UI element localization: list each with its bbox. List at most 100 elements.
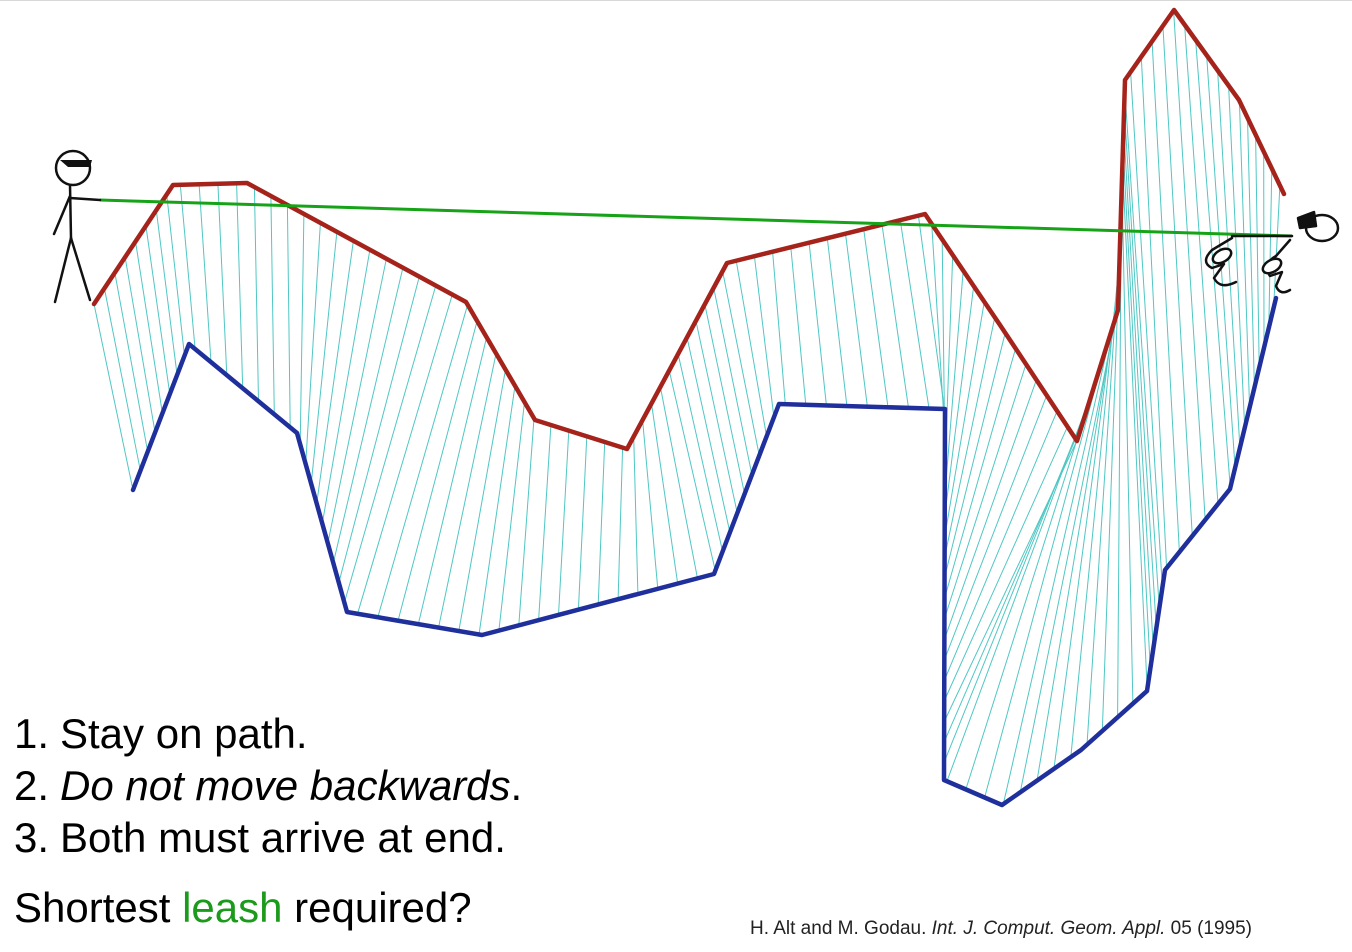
matching-line <box>103 288 141 471</box>
matching-line <box>1123 107 1157 629</box>
matching-line <box>713 287 753 475</box>
matching-line <box>1173 10 1206 521</box>
matching-line <box>1247 117 1255 388</box>
matching-line <box>93 303 134 491</box>
matching-line <box>1121 182 1134 704</box>
matching-line <box>1121 164 1148 690</box>
matching-line <box>944 348 1017 599</box>
matching-line <box>1122 145 1151 670</box>
rule-number: 1. <box>14 710 50 757</box>
question-highlight: leash <box>182 884 283 931</box>
matching-line <box>944 286 975 517</box>
matching-line <box>944 332 1006 578</box>
matching-line <box>1036 295 1119 781</box>
rule-3: 3. Both must arrive at end. <box>14 812 522 864</box>
matching-line <box>1162 25 1193 537</box>
rule-1: 1. Stay on path. <box>14 708 522 760</box>
matching-line <box>931 223 946 435</box>
matching-line <box>357 294 453 614</box>
matching-line <box>316 240 354 504</box>
matching-line <box>668 370 716 571</box>
matching-line <box>478 385 516 635</box>
matching-line <box>518 418 535 626</box>
matching-line <box>1238 100 1251 408</box>
matching-line <box>1123 126 1154 649</box>
matching-line <box>458 369 506 632</box>
matching-line <box>1053 276 1120 769</box>
matching-line <box>808 242 827 406</box>
matching-line <box>1195 39 1231 488</box>
top-border <box>0 0 1352 1</box>
matching-line <box>686 337 731 533</box>
matching-line <box>946 385 1095 782</box>
matching-line <box>899 220 930 409</box>
matching-line <box>577 436 588 610</box>
matching-line <box>722 271 760 456</box>
matching-line <box>1130 72 1163 588</box>
rule-number: 2. <box>14 762 50 809</box>
matching-line <box>299 213 305 445</box>
matching-line <box>305 222 321 465</box>
matching-line <box>166 194 185 356</box>
matching-line <box>845 233 868 407</box>
matching-line <box>943 426 1068 702</box>
matching-line <box>253 186 259 402</box>
matching-line <box>943 379 1037 640</box>
matching-line <box>642 419 659 589</box>
matching-line <box>198 184 212 363</box>
stick-figure-person-icon <box>52 149 102 304</box>
matching-line <box>145 225 171 395</box>
person-path <box>91 7 1287 452</box>
matching-line <box>1273 185 1281 309</box>
matching-line <box>617 447 624 600</box>
matching-line <box>1228 85 1246 428</box>
matching-line <box>338 276 420 583</box>
question-before: Shortest <box>14 884 183 931</box>
matching-line <box>943 395 1048 661</box>
matching-line <box>633 436 639 595</box>
matching-line <box>558 430 570 615</box>
matching-line <box>790 247 807 405</box>
matching-line <box>417 337 488 625</box>
matching-line <box>659 386 698 579</box>
matching-line <box>772 251 786 405</box>
matching-line <box>735 260 768 437</box>
matching-line <box>943 403 1090 763</box>
matching-line <box>135 241 163 414</box>
rule-2: 2. Do not move backwards. <box>14 760 522 812</box>
rule-text: Both must arrive at end. <box>60 814 506 861</box>
matching-line <box>236 183 244 389</box>
matching-line <box>944 301 985 537</box>
matching-line <box>944 270 964 496</box>
matching-line <box>651 403 679 584</box>
matching-line <box>597 441 606 605</box>
matching-line <box>397 320 478 621</box>
matching-line <box>1184 24 1219 504</box>
citation-details: 05 (1995) <box>1165 918 1253 939</box>
matching-line <box>114 272 149 452</box>
matching-line <box>677 353 724 552</box>
citation-authors: H. Alt and M. Godau. <box>750 918 932 939</box>
matching-line <box>327 258 387 544</box>
matching-line <box>343 285 437 603</box>
rule-number: 3. <box>14 814 50 861</box>
matching-line <box>984 349 1106 798</box>
matching-line <box>332 267 404 564</box>
matching-line <box>704 304 746 495</box>
matching-line <box>321 249 371 524</box>
matching-line <box>1124 89 1160 609</box>
citation-journal: Int. J. Comput. Geom. Appl. <box>931 918 1166 939</box>
matching-line <box>695 320 738 514</box>
matching-line <box>863 229 889 408</box>
matching-line <box>1070 257 1121 758</box>
citation: H. Alt and M. Godau. Int. J. Comput. Geo… <box>750 918 1252 940</box>
rule-text: Do not move backwards <box>60 762 511 809</box>
matching-line <box>753 256 775 418</box>
matching-line <box>826 238 848 407</box>
matching-line <box>270 195 275 415</box>
matching-line <box>538 424 552 621</box>
dog-icon <box>1204 210 1340 294</box>
rule-text: Stay on path. <box>60 710 308 757</box>
matching-line <box>1019 314 1118 793</box>
question-text: Shortest leash required? <box>14 882 472 934</box>
